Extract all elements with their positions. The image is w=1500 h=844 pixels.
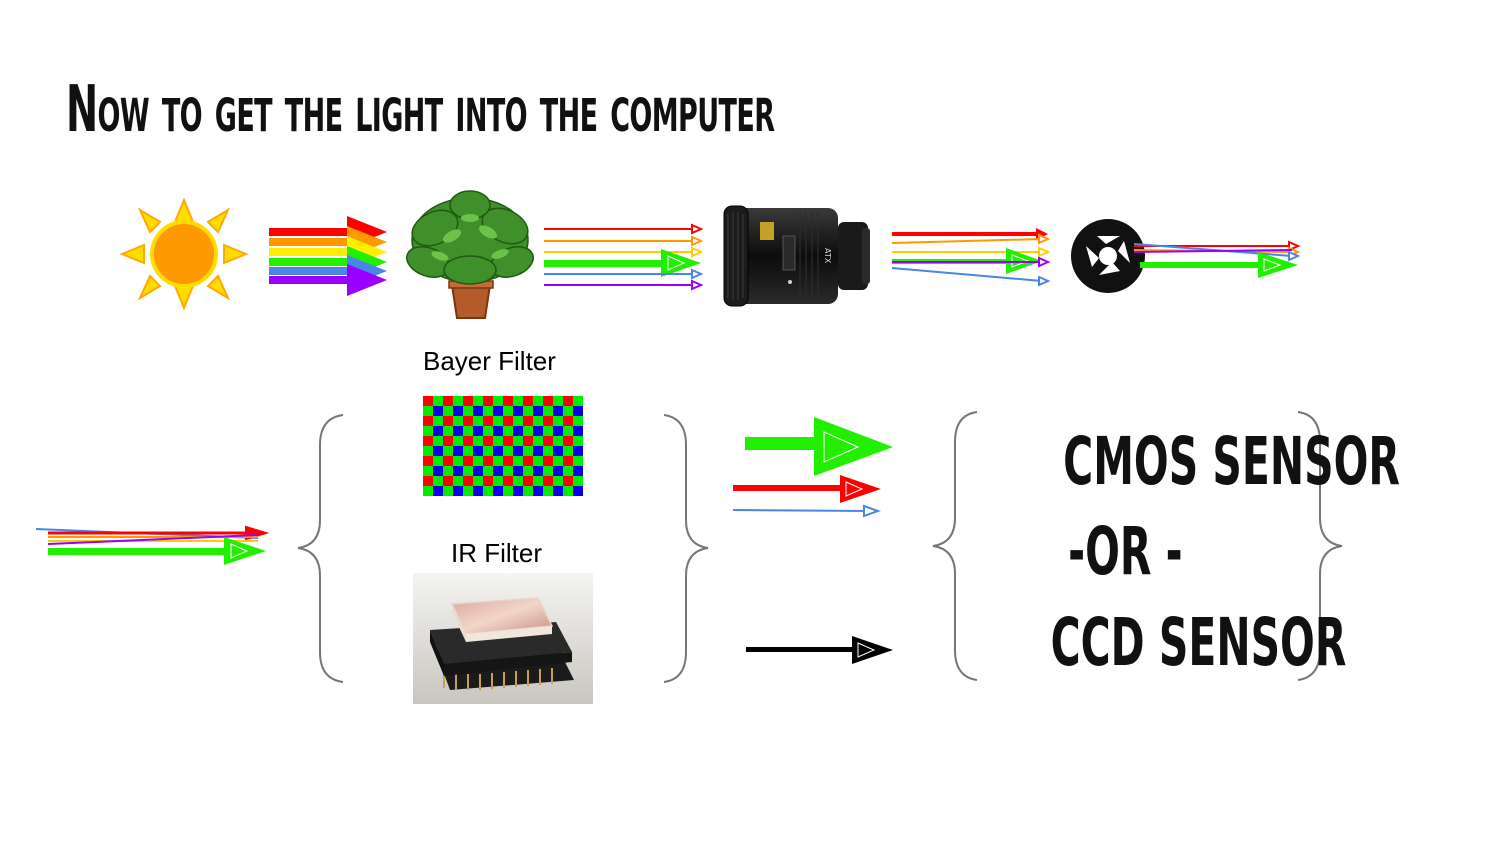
- filters-left-brace: [297, 414, 344, 683]
- filtered-light-arrows-icon: [732, 417, 893, 518]
- incoming-light-arrows-icon: [35, 525, 270, 565]
- bayer-filter-grid: [423, 396, 583, 496]
- svg-text:ATX: ATX: [823, 248, 832, 264]
- slide-title: Now to get the light into the computer: [66, 73, 775, 147]
- cmos-sensor-text: CMOS SENSOR: [960, 425, 1400, 499]
- ccd-sensor-label: CCD SENSOR: [1050, 604, 1347, 681]
- bayer-filter-label: Bayer Filter: [423, 346, 556, 376]
- sun-icon: [119, 197, 249, 311]
- ccd-sensor-text: CCD SENSOR: [960, 606, 1347, 680]
- infrared-blocked-arrow-icon: [746, 636, 893, 664]
- ir-filter-label: IR Filter: [451, 538, 542, 568]
- rainbow-arrows-icon: [269, 216, 387, 296]
- lens-output-arrows-icon: [891, 228, 1051, 287]
- sensor-left-brace: [932, 411, 978, 681]
- aperture-output-arrows-icon: [1133, 240, 1301, 278]
- plant-icon: [406, 190, 534, 319]
- plant-output-arrows-icon: [544, 223, 704, 291]
- camera-lens-icon: ATX: [723, 205, 870, 307]
- sensor-right-brace: [1297, 411, 1343, 681]
- cmos-sensor-label: CMOS SENSOR: [1063, 423, 1400, 500]
- filters-right-brace: [663, 414, 709, 683]
- ir-filter-photo: [413, 573, 593, 704]
- or-text: -OR -: [960, 515, 1290, 589]
- aperture-icon: [1071, 219, 1145, 293]
- or-label: -OR -: [1067, 513, 1183, 590]
